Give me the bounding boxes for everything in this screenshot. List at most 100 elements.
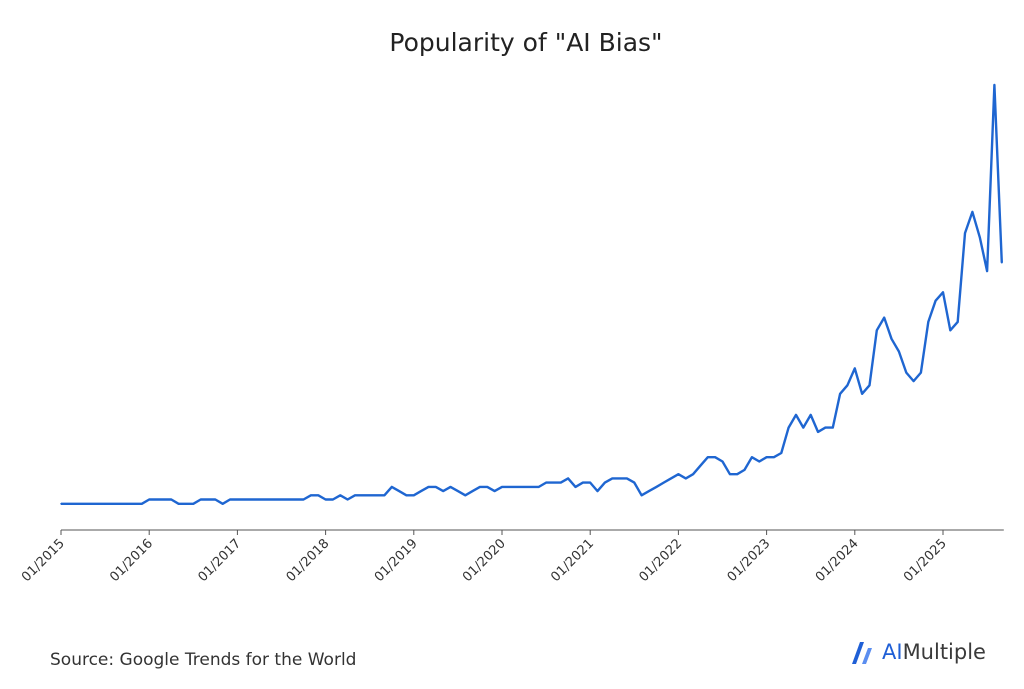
data-point: [471, 490, 474, 492]
x-tick-label: 01/2024: [813, 536, 862, 585]
data-point: [361, 494, 364, 497]
x-tick-label: 01/2023: [725, 536, 774, 585]
data-point: [391, 486, 393, 488]
data-point: [251, 498, 253, 501]
data-point: [905, 371, 908, 374]
data-point: [295, 498, 298, 501]
data-point: [692, 473, 694, 476]
x-axis: 01/2015 01/2016 01/2017 01/2018 01/2019 01/20…: [19, 529, 1004, 585]
data-point: [383, 494, 386, 497]
data-point: [530, 486, 533, 488]
data-point: [942, 291, 944, 294]
data-point: [758, 460, 761, 463]
data-point: [934, 299, 937, 302]
data-point: [545, 481, 547, 484]
data-point: [214, 498, 217, 501]
data-point: [743, 469, 746, 471]
data-point: [310, 494, 312, 497]
data-point: [817, 431, 819, 433]
source-caption: Source: Google Trends for the World: [50, 650, 357, 670]
data-point: [883, 316, 885, 319]
data-point: [552, 481, 555, 484]
data-point: [964, 232, 966, 234]
data-point: [302, 498, 305, 501]
data-point: [677, 473, 680, 476]
data-point: [119, 503, 121, 505]
data-point: [971, 211, 974, 213]
data-point: [890, 338, 893, 340]
data-point: [229, 498, 231, 501]
data-point: [339, 494, 342, 497]
data-point: [773, 456, 775, 459]
data-point: [74, 503, 77, 505]
data-point: [207, 498, 209, 501]
data-point: [912, 380, 915, 382]
data-point: [567, 477, 569, 480]
data-point: [662, 481, 665, 484]
data-point: [685, 477, 687, 480]
data-point: [765, 456, 768, 459]
data-point: [648, 490, 650, 492]
x-tick-label: 01/2017: [195, 536, 244, 585]
data-point: [346, 498, 349, 501]
data-point: [626, 477, 628, 480]
x-tick-label: 01/2025: [901, 536, 950, 585]
data-point: [824, 426, 827, 429]
data-point: [273, 498, 275, 501]
data-point: [618, 477, 621, 480]
data-point: [582, 481, 584, 484]
x-tick-label: 01/2020: [460, 536, 509, 585]
data-point: [854, 367, 856, 370]
data-point: [141, 503, 143, 505]
aimultiple-logo-icon: [852, 642, 872, 664]
data-point: [714, 456, 716, 459]
data-point: [442, 490, 445, 492]
data-point: [839, 393, 841, 395]
data-point: [611, 477, 614, 480]
data-point: [802, 426, 805, 429]
data-point: [655, 486, 658, 488]
data-point: [501, 486, 503, 488]
data-point: [574, 486, 577, 488]
data-point: [604, 481, 606, 484]
data-point: [787, 426, 790, 429]
data-point: [280, 498, 283, 501]
data-point: [876, 329, 878, 332]
data-point: [89, 503, 92, 505]
data-point: [199, 498, 202, 501]
data-point: [920, 371, 922, 374]
data-point: [457, 490, 459, 492]
data-point: [633, 481, 636, 484]
data-point: [508, 486, 511, 488]
data-point: [405, 494, 408, 497]
data-point: [729, 473, 731, 476]
data-point: [317, 494, 320, 497]
data-point: [427, 486, 430, 488]
series-line: [61, 83, 1003, 505]
data-point: [449, 486, 452, 488]
brand-name: AIMultiple: [882, 640, 986, 664]
data-point: [266, 498, 268, 501]
x-tick-label: 01/2022: [636, 536, 685, 585]
data-point: [809, 414, 812, 416]
data-point: [956, 321, 959, 323]
data-point: [185, 503, 187, 505]
data-point: [464, 494, 467, 497]
data-point: [258, 498, 261, 501]
data-point: [846, 384, 849, 387]
data-point: [354, 494, 356, 497]
data-point: [420, 490, 422, 492]
brand-logo: AIMultiple: [850, 638, 986, 666]
data-point: [236, 498, 239, 501]
data-point: [707, 456, 709, 459]
data-point: [435, 486, 437, 488]
data-point: [60, 503, 62, 505]
data-point: [560, 481, 562, 484]
data-point: [898, 350, 900, 353]
x-tick-label: 01/2019: [372, 536, 421, 585]
data-point: [170, 498, 173, 501]
data-point: [868, 384, 871, 387]
data-point: [861, 393, 863, 395]
x-tick-label: 01/2016: [107, 536, 156, 585]
